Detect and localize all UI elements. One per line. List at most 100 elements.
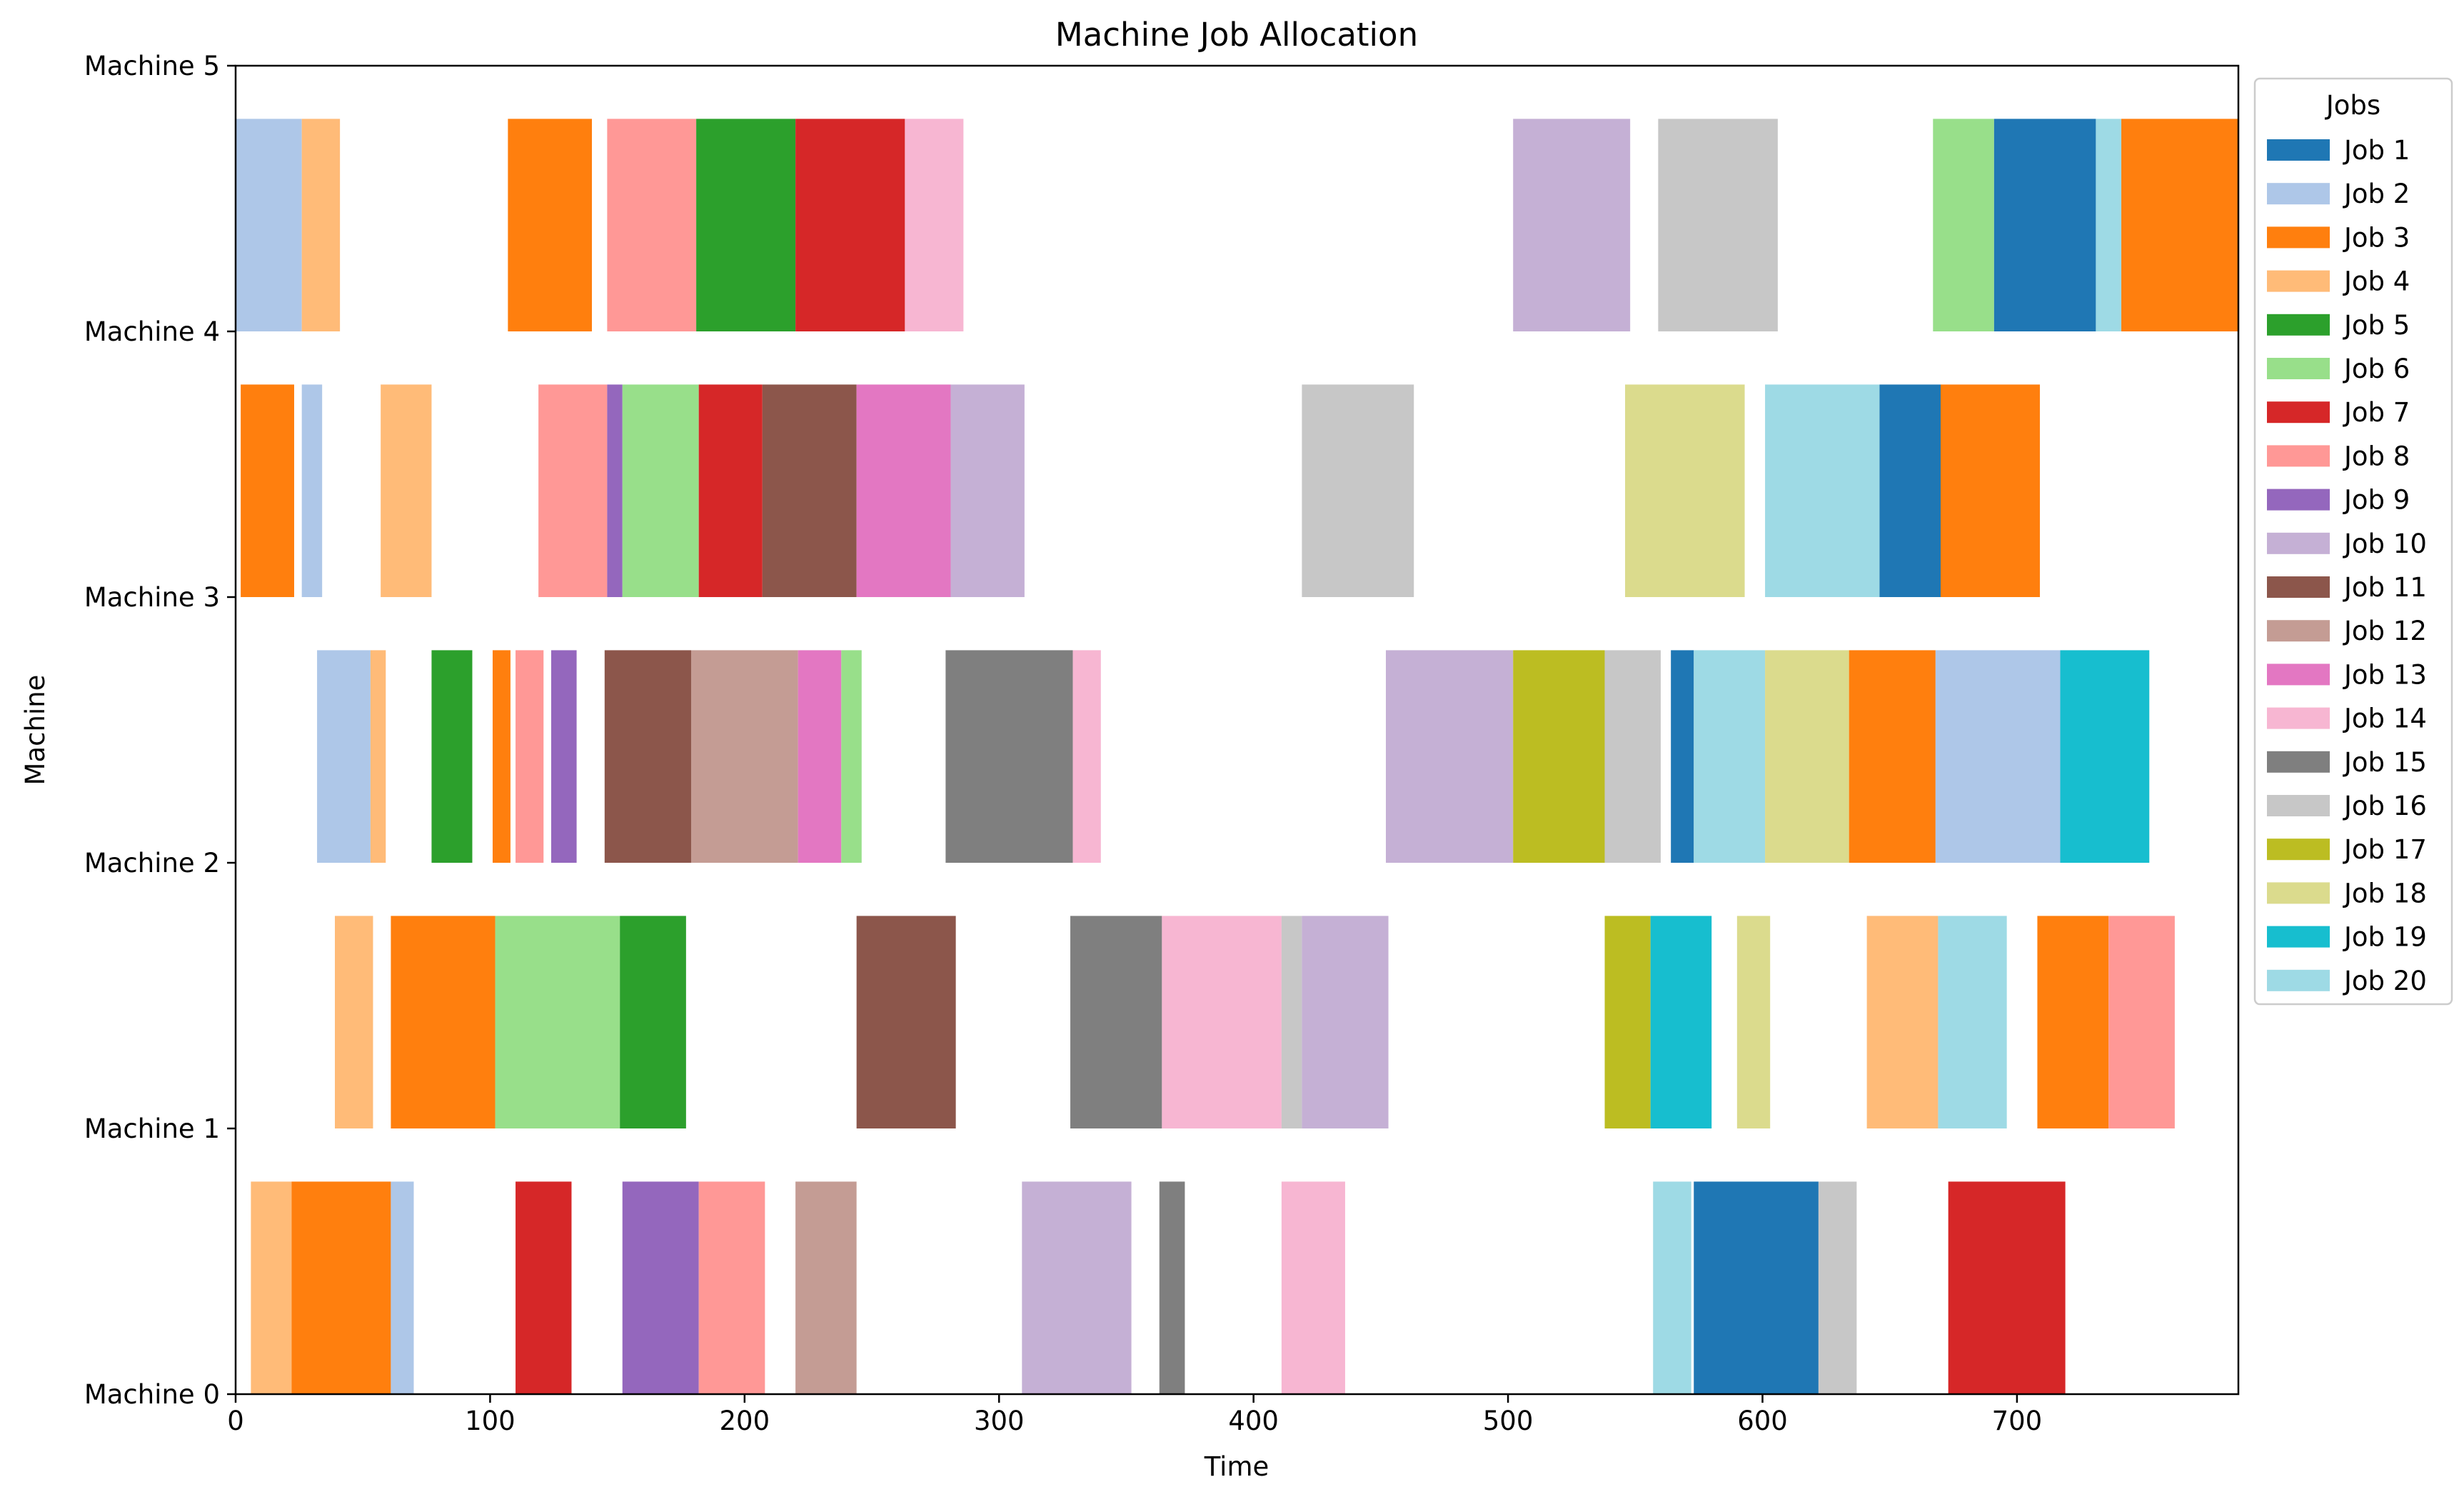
- legend-swatch-job-5: [2267, 314, 2330, 336]
- y-tick-label-3: Machine 3: [84, 582, 220, 613]
- task-bar-machine-3-job-8-3: [538, 384, 608, 597]
- task-bar-machine-3-job-1-13: [1879, 384, 1941, 597]
- legend-swatch-job-13: [2267, 664, 2330, 686]
- legend-swatch-job-14: [2267, 707, 2330, 729]
- legend-label-job-13: Job 13: [2343, 659, 2427, 690]
- legend-label-job-11: Job 11: [2343, 572, 2427, 603]
- y-tick-label-5: Machine 5: [84, 51, 220, 81]
- task-bar-machine-2-job-17-13: [1513, 650, 1605, 863]
- legend-frame: [2253, 77, 2453, 1006]
- task-bar-machine-2-job-19-20: [2060, 650, 2150, 863]
- legend: Jobs Job 1 Job 2 Job 3 Job 4 Job 5 Job 6 Job 7…: [2253, 77, 2453, 1006]
- task-bar-machine-1-job-6-2: [495, 916, 620, 1128]
- task-bar-machine-3-job-9-4: [607, 384, 623, 597]
- task-bar-machine-1-job-5-3: [620, 916, 686, 1128]
- task-bar-machine-2-job-5-2: [431, 650, 473, 863]
- task-bar-machine-3-job-16-10: [1302, 384, 1414, 597]
- legend-swatch-job-15: [2267, 751, 2330, 773]
- task-bar-machine-3-job-20-12: [1765, 384, 1880, 597]
- task-bar-machine-1-job-14-6: [1162, 916, 1282, 1128]
- y-axis-title: Machine: [20, 675, 51, 786]
- task-bar-machine-2-job-9-5: [550, 650, 577, 863]
- task-bar-machine-2-job-18-17: [1765, 650, 1849, 863]
- task-bar-machine-1-job-4-0: [335, 916, 373, 1128]
- task-bar-machine-2-job-2-19: [1935, 650, 2061, 863]
- task-bar-machine-2-job-14-11: [1072, 650, 1101, 863]
- task-bar-machine-0-job-3-1: [291, 1181, 391, 1394]
- task-bar-machine-2-job-20-16: [1694, 650, 1766, 863]
- task-bar-machine-1-job-3-14: [2037, 916, 2109, 1128]
- task-bar-machine-3-job-7-6: [698, 384, 763, 597]
- legend-swatch-job-19: [2267, 926, 2330, 948]
- legend-label-job-15: Job 15: [2343, 747, 2427, 778]
- task-bar-machine-0-job-16-12: [1818, 1181, 1857, 1394]
- task-bar-machine-1-job-18-11: [1736, 916, 1771, 1128]
- task-bar-machine-1-job-15-5: [1070, 916, 1162, 1128]
- task-bar-machine-3-job-2-1: [301, 384, 323, 597]
- task-bar-machine-2-job-15-10: [945, 650, 1073, 863]
- task-bar-machine-2-job-6-9: [841, 650, 862, 863]
- x-tick-label-400: 400: [1228, 1406, 1279, 1436]
- legend-label-job-6: Job 6: [2343, 354, 2410, 384]
- task-bar-machine-0-job-1-11: [1694, 1181, 1819, 1394]
- task-bar-machine-4-job-8-3: [607, 119, 697, 331]
- task-bar-machine-3-job-6-5: [622, 384, 699, 597]
- legend-swatch-job-2: [2267, 183, 2330, 205]
- task-bar-machine-4-job-16-8: [1658, 119, 1778, 331]
- bars-layer: [236, 119, 2238, 1394]
- legend-entries: Job 1 Job 2 Job 3 Job 4 Job 5 Job 6 Job 7 Job 8…: [2267, 135, 2427, 996]
- legend-swatch-job-3: [2267, 226, 2330, 249]
- legend-swatch-job-6: [2267, 358, 2330, 379]
- legend-swatch-job-20: [2267, 969, 2330, 991]
- task-bar-machine-1-job-4-12: [1866, 916, 1938, 1128]
- x-tick-label-200: 200: [720, 1406, 770, 1436]
- y-tick-label-0: Machine 0: [84, 1379, 220, 1410]
- task-bar-machine-4-job-5-4: [696, 119, 796, 331]
- legend-swatch-job-11: [2267, 576, 2330, 598]
- x-tick-label-500: 500: [1483, 1406, 1534, 1436]
- task-bar-machine-3-job-10-9: [950, 384, 1025, 597]
- legend-label-job-18: Job 18: [2343, 878, 2427, 908]
- task-bar-machine-4-job-1-10: [1993, 119, 2096, 331]
- x-tick-label-100: 100: [465, 1406, 516, 1436]
- task-bar-machine-0-job-4-0: [251, 1181, 292, 1394]
- legend-swatch-job-8: [2267, 445, 2330, 467]
- legend-label-job-19: Job 19: [2343, 922, 2427, 953]
- task-bar-machine-0-job-2-2: [391, 1181, 414, 1394]
- legend-label-job-8: Job 8: [2343, 441, 2410, 471]
- chart-title: Machine Job Allocation: [1055, 16, 1418, 54]
- task-bar-machine-1-job-11-4: [856, 916, 956, 1128]
- legend-label-job-7: Job 7: [2343, 397, 2410, 428]
- legend-swatch-job-1: [2267, 139, 2330, 161]
- legend-label-job-5: Job 5: [2343, 310, 2410, 341]
- y-tick-label-4: Machine 4: [84, 316, 220, 347]
- x-tick-label-600: 600: [1737, 1406, 1788, 1436]
- legend-swatch-job-4: [2267, 270, 2330, 292]
- task-bar-machine-4-job-4-1: [301, 119, 341, 331]
- task-bar-machine-2-job-12-7: [690, 650, 798, 863]
- legend-label-job-12: Job 12: [2343, 616, 2427, 646]
- x-tick-label-700: 700: [1992, 1406, 2043, 1436]
- task-bar-machine-3-job-13-8: [856, 384, 951, 597]
- task-bar-machine-3-job-11-7: [762, 384, 857, 597]
- task-bar-machine-0-job-20-10: [1653, 1181, 1691, 1394]
- y-tick-label-1: Machine 1: [84, 1113, 220, 1144]
- legend-swatch-job-7: [2267, 401, 2330, 424]
- task-bar-machine-1-job-20-13: [1938, 916, 2007, 1128]
- task-bar-machine-3-job-3-14: [1940, 384, 2040, 597]
- x-axis-ticks: 0 100 200 300 400 500 600 700: [227, 1394, 2042, 1436]
- task-bar-machine-0-job-14-9: [1281, 1181, 1345, 1394]
- task-bar-machine-1-job-16-7: [1281, 916, 1302, 1128]
- task-bar-machine-2-job-1-15: [1671, 650, 1694, 863]
- task-bar-machine-2-job-13-8: [798, 650, 842, 863]
- task-bar-machine-2-job-8-4: [516, 650, 544, 863]
- legend-swatch-job-17: [2267, 838, 2330, 861]
- task-bar-machine-4-job-20-11: [2096, 119, 2122, 331]
- x-tick-label-0: 0: [227, 1406, 244, 1436]
- legend-swatch-job-18: [2267, 882, 2330, 904]
- task-bar-machine-4-job-3-2: [508, 119, 592, 331]
- task-bar-machine-0-job-15-8: [1159, 1181, 1185, 1394]
- legend-label-job-4: Job 4: [2343, 266, 2410, 297]
